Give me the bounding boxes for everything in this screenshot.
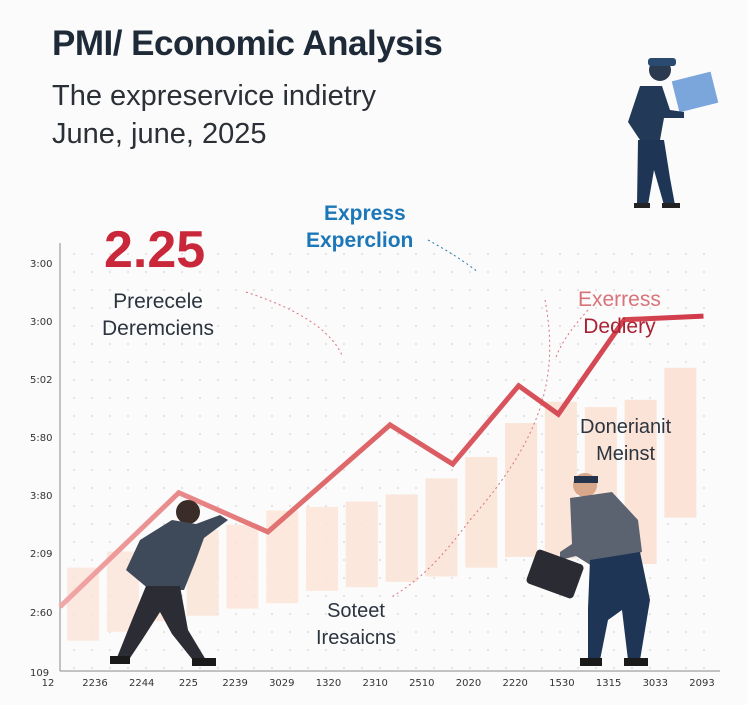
y-tick-label-2: 5:02 — [30, 375, 52, 386]
series-line — [58, 313, 704, 609]
chart-subtitle: The expreservice indietry — [52, 80, 376, 112]
bar-10 — [465, 457, 498, 568]
x-tick-label-8: 2510 — [409, 678, 434, 689]
annotation-mid-right-line2: Meinst — [596, 443, 656, 465]
x-tick-label-10: 2220 — [502, 678, 527, 689]
bar-9 — [425, 478, 458, 577]
annotation-mid-right: Donerianit Meinst — [580, 414, 671, 468]
y-tick-label-3: 5:80 — [30, 433, 52, 444]
annotation-top: Express Experclion — [306, 200, 413, 254]
x-tick-label-12: 1315 — [596, 678, 621, 689]
leader-left — [245, 291, 343, 356]
bar-7 — [345, 501, 378, 588]
x-tick-label-13: 3033 — [643, 678, 668, 689]
annotation-right-line2: Dediery — [583, 315, 656, 338]
leader-top — [427, 239, 479, 273]
annotation-right-line1: Exerress — [578, 288, 661, 311]
annotation-left-line1: Prerecele — [113, 290, 203, 313]
y-tick-label-4: 3:80 — [30, 491, 52, 502]
y-tick-label-6: 2:60 — [30, 608, 52, 619]
annotation-leaders — [245, 239, 589, 599]
x-tick-label-14: 2093 — [689, 678, 714, 689]
y-tick-label-5: 2:09 — [30, 549, 52, 560]
annotation-top-line1: Express — [324, 202, 406, 225]
bar-4 — [226, 524, 259, 609]
y-tick-label-1: 3:00 — [30, 317, 52, 328]
bar-11 — [505, 423, 538, 557]
bar-15 — [664, 367, 697, 518]
x-tick-label-3: 225 — [179, 678, 198, 689]
x-tick-label-5: 3029 — [269, 678, 294, 689]
leader-bottom — [389, 299, 551, 599]
annotation-left: Prerecele Deremciens — [102, 288, 214, 342]
x-tick-label-0: 12 — [42, 678, 55, 689]
highlight-value: 2.25 — [104, 221, 206, 279]
x-tick-label-1: 2236 — [82, 678, 107, 689]
annotation-top-line2: Experclion — [306, 229, 414, 252]
leader-right — [554, 309, 589, 361]
bar-8 — [385, 494, 418, 582]
annotation-bottom-line2: Iresaicns — [316, 627, 397, 649]
annotation-right: Exerress Dediery — [578, 286, 661, 340]
x-tick-label-11: 1530 — [549, 678, 574, 689]
figure-left-person-pushing — [110, 500, 228, 666]
x-tick-label-7: 2310 — [362, 678, 387, 689]
x-tick-label-4: 2239 — [222, 678, 247, 689]
x-tick-label-2: 2244 — [129, 678, 154, 689]
x-tick-label-9: 2020 — [456, 678, 481, 689]
chart-title: PMI/ Economic Analysis — [52, 24, 443, 63]
figure-right-person-with-briefcase — [526, 473, 650, 666]
annotation-mid-right-line1: Donerianit — [580, 416, 672, 438]
bar-0 — [67, 567, 100, 641]
figure-top-person-carrying-box — [628, 58, 719, 208]
chart-date: June, june, 2025 — [52, 118, 267, 150]
y-tick-label-0: 3:00 — [30, 259, 52, 270]
annotation-bottom: Soteet Iresaicns — [316, 598, 396, 652]
y-tick-labels: 3:00 3:00 5:02 5:80 3:80 2:09 2:60 109 — [30, 259, 52, 679]
bar-6 — [306, 506, 338, 591]
annotation-left-line2: Deremciens — [102, 317, 215, 340]
bar-5 — [266, 510, 299, 604]
x-tick-labels: 12 2236 2244 225 2239 3029 1320 2310 2510 2020 222… — [42, 678, 715, 689]
annotation-bottom-line1: Soteet — [327, 600, 385, 622]
y-tick-label-7: 109 — [30, 668, 49, 679]
x-tick-label-6: 1320 — [316, 678, 341, 689]
